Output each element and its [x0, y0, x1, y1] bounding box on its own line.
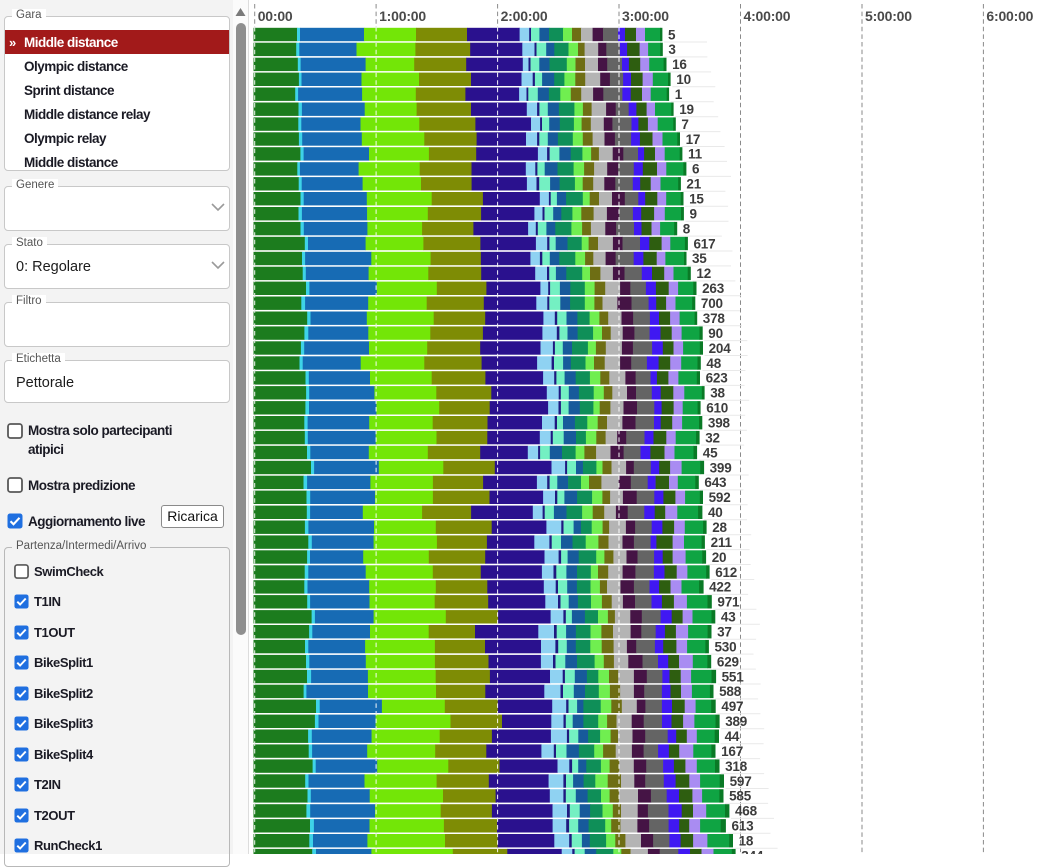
svg-text:16: 16	[672, 57, 687, 72]
svg-text:43: 43	[721, 610, 736, 625]
svg-text:11: 11	[688, 147, 703, 162]
svg-text:700: 700	[701, 296, 723, 311]
svg-text:613: 613	[732, 819, 755, 834]
svg-text:422: 422	[709, 580, 731, 595]
svg-text:592: 592	[709, 490, 731, 505]
svg-text:10: 10	[676, 72, 691, 87]
svg-text:344: 344	[741, 848, 764, 854]
svg-text:318: 318	[725, 759, 748, 774]
svg-text:610: 610	[706, 401, 728, 416]
svg-text:12: 12	[696, 266, 711, 281]
svg-text:5: 5	[668, 27, 676, 42]
svg-text:6:00:00: 6:00:00	[986, 8, 1033, 24]
svg-text:2:00:00: 2:00:00	[501, 8, 548, 24]
svg-text:40: 40	[708, 505, 723, 520]
svg-text:48: 48	[706, 356, 721, 371]
svg-text:9: 9	[690, 207, 697, 222]
svg-text:37: 37	[717, 625, 732, 640]
svg-text:629: 629	[717, 654, 739, 669]
svg-text:468: 468	[735, 804, 758, 819]
svg-text:588: 588	[719, 684, 742, 699]
svg-text:1: 1	[675, 87, 683, 102]
svg-text:90: 90	[708, 326, 723, 341]
svg-text:45: 45	[703, 445, 718, 460]
svg-text:204: 204	[709, 341, 732, 356]
svg-text:21: 21	[686, 177, 701, 192]
svg-text:8: 8	[683, 221, 691, 236]
svg-text:551: 551	[722, 669, 745, 684]
svg-text:211: 211	[711, 535, 733, 550]
svg-text:971: 971	[717, 595, 740, 610]
svg-text:19: 19	[679, 102, 694, 117]
svg-text:597: 597	[730, 774, 752, 789]
svg-text:585: 585	[729, 789, 752, 804]
svg-text:7: 7	[681, 117, 688, 132]
svg-text:389: 389	[725, 714, 747, 729]
svg-text:00:00: 00:00	[258, 8, 293, 24]
svg-text:32: 32	[705, 430, 720, 445]
svg-text:18: 18	[739, 834, 754, 849]
svg-text:617: 617	[694, 236, 716, 251]
svg-text:6: 6	[692, 162, 700, 177]
svg-text:167: 167	[721, 744, 743, 759]
svg-text:38: 38	[710, 386, 725, 401]
svg-text:28: 28	[712, 520, 727, 535]
svg-text:1:00:00: 1:00:00	[379, 8, 426, 24]
svg-text:612: 612	[715, 565, 737, 580]
svg-text:20: 20	[712, 550, 727, 565]
svg-text:3: 3	[668, 42, 676, 57]
svg-text:3:00:00: 3:00:00	[622, 8, 669, 24]
svg-text:623: 623	[706, 371, 729, 386]
svg-text:378: 378	[703, 311, 726, 326]
svg-text:15: 15	[689, 192, 704, 207]
svg-text:17: 17	[686, 132, 701, 147]
svg-text:399: 399	[710, 460, 732, 475]
svg-text:497: 497	[721, 699, 743, 714]
svg-text:5:00:00: 5:00:00	[865, 8, 912, 24]
svg-text:643: 643	[704, 475, 727, 490]
svg-text:398: 398	[708, 416, 731, 431]
svg-text:44: 44	[725, 729, 740, 744]
svg-text:4:00:00: 4:00:00	[744, 8, 791, 24]
svg-text:263: 263	[702, 281, 725, 296]
svg-text:530: 530	[715, 639, 737, 654]
svg-text:35: 35	[692, 251, 707, 266]
